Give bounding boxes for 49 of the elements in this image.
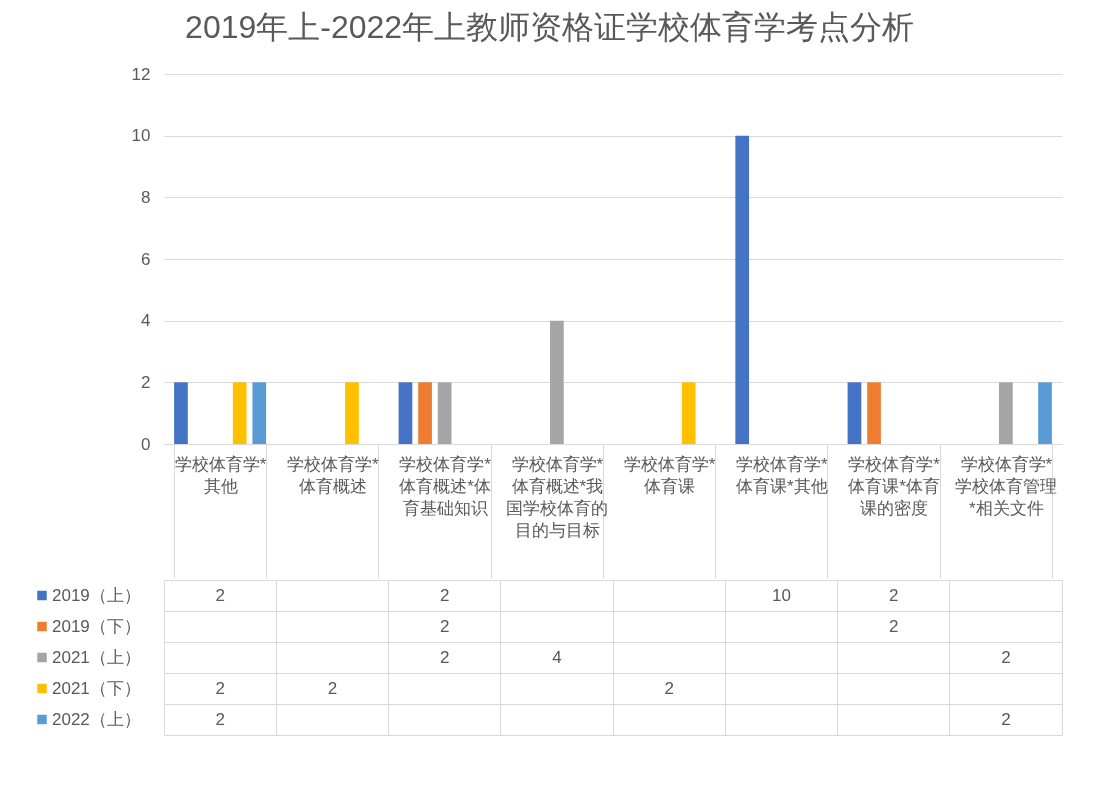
y-tick-label: 2 [141, 372, 151, 392]
legend-label: 2021（下） [52, 678, 141, 698]
legend-label: 2019（上） [52, 585, 141, 605]
bar [999, 382, 1013, 444]
x-tick-label: 学校体育学*体育课*其他 [736, 454, 829, 496]
x-tick-label: 学校体育学*体育概述*我国学校体育的目的与目标 [506, 454, 609, 540]
data-label: 2 [327, 678, 338, 698]
data-label: 2 [439, 585, 450, 605]
data-label: 2 [215, 709, 225, 729]
bar [550, 320, 564, 444]
bar [437, 382, 452, 444]
data-label: 2 [215, 585, 225, 605]
y-tick-label: 0 [141, 434, 151, 454]
data-label: 2 [664, 678, 674, 698]
bar [847, 382, 862, 444]
y-tick-label: 8 [141, 187, 151, 207]
data-label: 2 [888, 616, 899, 636]
data-label: 2 [439, 647, 450, 667]
x-tick-label: 学校体育学*体育概述 [287, 454, 380, 496]
bar [1038, 382, 1052, 444]
bar [735, 135, 750, 444]
bar [418, 382, 432, 444]
data-label: 2 [1001, 709, 1011, 729]
legend-label: 2021（上） [52, 647, 141, 667]
data-label: 10 [771, 585, 791, 605]
x-tick-label: 学校体育学*学校体育管理*相关文件 [955, 454, 1058, 518]
y-tick-label: 10 [131, 126, 151, 146]
chart-title: 2019年上-2022年上教师资格证学校体育学考点分析 [185, 9, 915, 45]
data-label: 4 [552, 647, 562, 667]
bar [398, 382, 413, 444]
data-label: 2 [439, 616, 450, 636]
bar [232, 382, 247, 444]
bar [252, 382, 267, 444]
data-label: 2 [1001, 647, 1011, 667]
bar [345, 382, 359, 444]
legend-label: 2019（下） [52, 616, 141, 636]
x-tick-label: 学校体育学*其他 [174, 454, 267, 496]
bar [681, 382, 696, 444]
legend-label: 2022（上） [52, 709, 141, 729]
y-tick-label: 4 [141, 311, 151, 331]
x-tick-label: 学校体育学*体育课*体育课的密度 [848, 454, 941, 518]
x-tick-label: 学校体育学*体育概述*体育基础知识 [399, 454, 492, 518]
x-tick-label: 学校体育学*体育课 [623, 454, 716, 496]
bar [867, 382, 881, 444]
y-tick-label: 12 [131, 64, 151, 84]
y-tick-label: 6 [141, 249, 151, 269]
data-label: 2 [215, 678, 225, 698]
bar [174, 382, 188, 444]
data-label: 2 [888, 585, 899, 605]
